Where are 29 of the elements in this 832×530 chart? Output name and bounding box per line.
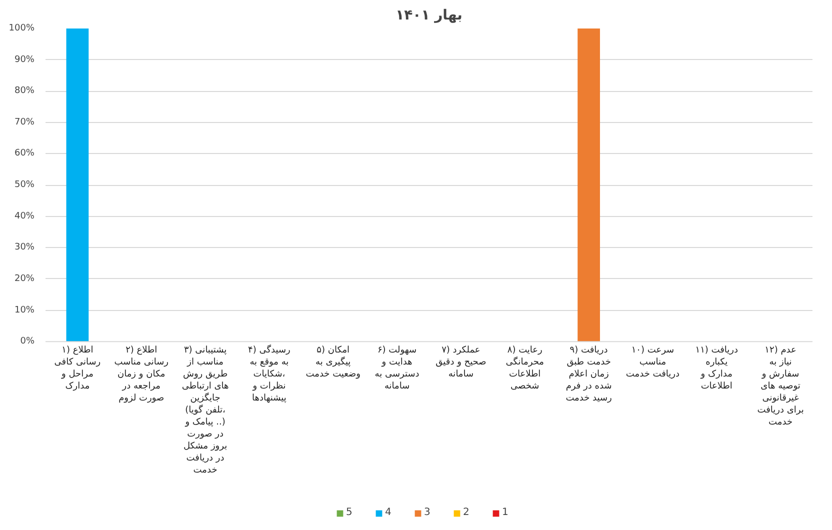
chart-title: بهار ۱۴۰۱ <box>396 8 462 24</box>
y-tick-label: 30% <box>14 242 35 253</box>
legend-label: 1 <box>502 507 510 518</box>
x-tick-label: ۲) اطلاع رسانی مناسب مکان و زمان مراجعه در صورت لزوم <box>114 346 168 404</box>
legend-label: 3 <box>424 507 432 518</box>
y-tick-label: 20% <box>14 274 35 284</box>
legend-label: 4 <box>385 507 392 518</box>
y-tick-label: 50% <box>14 180 35 190</box>
x-tick-label: ۱۱) دریافت یکباره مدارک و اطلاعات <box>695 346 738 392</box>
y-tick-label: 70% <box>14 117 35 128</box>
x-tick-label: ۱۰) سرعت مناسب دریافت خدمت <box>626 346 680 380</box>
x-tick-label: ۵) امکان پیگیری به وضعیت خدمت <box>306 346 360 380</box>
x-tick-label: ۴) رسیدگی به موقع به شکایات، نظرات و پیشنهادها <box>248 344 290 404</box>
y-tick-label: 90% <box>14 54 35 65</box>
y-tick-label: 40% <box>14 211 35 222</box>
category-label: ۳) پشتیبانی مناسب از طریق روش های ارتباطی جایگزین (تلفن گویا، پیامک و ..) در صورت بروز مشکل در دریافت خدمت <box>182 346 229 476</box>
y-tick-label: 60% <box>14 148 35 159</box>
y-tick-label: 10% <box>14 305 35 316</box>
x-tick-label: ۷) عملکرد صحیح و دقیق سامانه <box>436 346 486 380</box>
y-tick-label: 80% <box>14 86 35 96</box>
y-tick-label: 0% <box>20 336 35 347</box>
x-tick-label: ۸) رعایت محرمانگی اطلاعات شخصی <box>506 346 544 392</box>
y-tick-label: 100% <box>8 24 35 34</box>
legend-label: 2 <box>463 507 470 518</box>
x-tick-label: ۱) اطلاع رسانی کافی مراحل و مدارک <box>54 346 101 392</box>
x-tick-label: ۶) سهولت هدایت و دسترسی به سامانه <box>374 346 420 392</box>
x-tick-label: ۱۲) عدم نیاز به سفارش و توصیه های غیرقانونی برای دریافت خدمت <box>757 346 804 428</box>
legend-label: 5 <box>346 507 354 518</box>
x-tick-label: ۹) دریافت خدمت طبق زمان اعلام شده در فرم رسید خدمت <box>566 346 612 404</box>
